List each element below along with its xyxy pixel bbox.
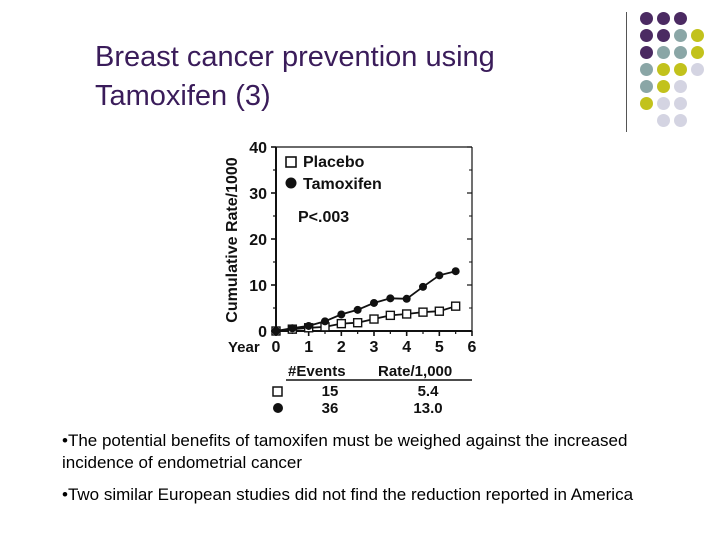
data-point-tamoxifen	[272, 327, 280, 335]
x-tick-label: 2	[337, 339, 346, 356]
plot-area: 0 10 20 30 40 0 1 2 3 4 5 6	[249, 140, 476, 356]
legend: Placebo Tamoxifen	[285, 154, 382, 193]
data-point-tamoxifen	[337, 310, 346, 319]
data-point-tamoxifen	[402, 294, 411, 303]
x-tick-label: 4	[402, 339, 411, 356]
events-table: #Events Rate/1,000 15 5.4 36 13.0	[272, 363, 472, 417]
deco-dot	[674, 12, 687, 25]
data-point-placebo	[418, 307, 428, 317]
data-point-tamoxifen	[288, 324, 297, 333]
deco-dot	[640, 80, 653, 93]
data-point-placebo	[401, 309, 412, 319]
deco-dot	[674, 46, 687, 59]
deco-dot	[657, 80, 670, 93]
deco-dot	[657, 29, 670, 42]
y-tick-label: 20	[249, 232, 267, 249]
y-tick-label: 0	[258, 324, 267, 341]
deco-dot	[674, 29, 687, 42]
deco-dot	[657, 97, 670, 110]
deco-dot	[640, 97, 653, 110]
data-point-tamoxifen	[451, 267, 460, 276]
x-tick-label: 0	[272, 339, 281, 356]
data-point-tamoxifen	[386, 294, 395, 303]
data-point-placebo	[336, 318, 347, 329]
data-point-tamoxifen	[353, 305, 362, 314]
table-rate-tamoxifen: 13.0	[413, 400, 442, 417]
table-rate-placebo: 5.4	[418, 383, 440, 400]
deco-dot	[657, 114, 670, 127]
deco-dot	[691, 29, 704, 42]
deco-dot	[674, 97, 687, 110]
data-point-tamoxifen	[419, 282, 427, 291]
slide-title-line-2: Tamoxifen (3)	[95, 80, 271, 112]
data-point-placebo	[352, 318, 363, 328]
table-header-rate: Rate/1,000	[378, 363, 452, 380]
decorative-divider	[626, 12, 627, 132]
table-row-marker-tamoxifen	[273, 403, 283, 413]
y-tick-label: 30	[249, 186, 267, 203]
y-axis-label: Cumulative Rate/1000	[224, 157, 241, 323]
table-row-marker-placebo	[272, 386, 283, 397]
data-point-placebo	[434, 306, 445, 316]
legend-label-tamoxifen: Tamoxifen	[303, 176, 382, 193]
x-tick-label: 6	[468, 339, 477, 356]
deco-dot	[691, 46, 704, 59]
data-point-placebo	[385, 310, 396, 321]
deco-dot	[657, 46, 670, 59]
legend-label-placebo: Placebo	[303, 154, 365, 171]
deco-dot	[640, 29, 653, 42]
y-tick-label: 10	[249, 278, 267, 295]
series-line-tamoxifen	[275, 270, 456, 332]
deco-dot	[674, 114, 687, 127]
deco-dot	[640, 12, 653, 25]
x-tick-label: 3	[370, 339, 379, 356]
data-point-tamoxifen	[321, 317, 329, 326]
deco-dot	[691, 63, 704, 76]
deco-dot	[674, 63, 687, 76]
slide-title-line-1: Breast cancer prevention using	[95, 41, 495, 73]
legend-marker-placebo	[285, 156, 297, 168]
deco-dot	[640, 46, 653, 59]
data-point-tamoxifen	[435, 271, 444, 280]
cumulative-rate-chart: Cumulative Rate/1000 0 10 20 30 40 0 1 2 3 4 5 6 P<…	[224, 140, 477, 417]
p-value-annotation: P<.003	[298, 209, 349, 226]
deco-dot	[674, 80, 687, 93]
table-events-placebo: 15	[322, 383, 339, 400]
bullet-european-studies: •Two similar European studies did not fi…	[62, 485, 634, 504]
data-point-placebo	[450, 301, 461, 311]
y-tick-label: 40	[249, 140, 267, 157]
legend-marker-tamoxifen	[285, 177, 297, 189]
deco-dot	[640, 63, 653, 76]
year-label: Year	[228, 339, 260, 356]
deco-dot	[657, 12, 670, 25]
deco-dot	[657, 63, 670, 76]
bullet-endometrial-risk: •The potential benefits of tamoxifen mus…	[62, 431, 628, 472]
x-tick-label: 5	[435, 339, 444, 356]
table-events-tamoxifen: 36	[322, 400, 339, 417]
data-point-tamoxifen	[304, 321, 313, 330]
data-point-tamoxifen	[370, 298, 378, 307]
x-tick-label: 1	[304, 339, 313, 356]
table-header-events: #Events	[288, 363, 346, 380]
slide-title: Breast cancer prevention using Tamoxifen…	[95, 38, 615, 116]
data-point-placebo	[369, 314, 379, 324]
